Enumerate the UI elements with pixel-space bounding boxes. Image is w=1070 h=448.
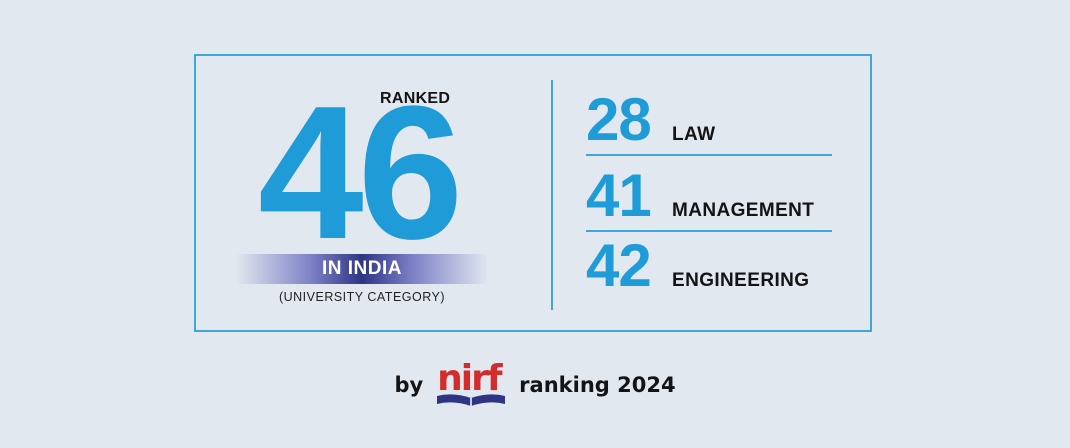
category-rank-label: MANAGEMENT: [672, 200, 815, 221]
ranking-panel: [194, 54, 872, 332]
footer-by-text: by: [394, 373, 424, 397]
category-label: (UNIVERSITY CATEGORY): [278, 290, 446, 304]
footer-credit: by nirf ranking 2024: [0, 358, 1070, 410]
row-divider: [586, 230, 832, 232]
vertical-divider: [551, 80, 553, 310]
category-rank-row: 41 MANAGEMENT: [586, 166, 832, 232]
open-book-icon: [437, 394, 506, 406]
region-banner: IN INDIA: [236, 254, 488, 284]
category-rank-label: LAW: [672, 124, 716, 145]
nirf-logo-text: nirf: [437, 358, 502, 399]
category-rank-row: 42 ENGINEERING: [586, 236, 832, 300]
row-divider: [586, 154, 832, 156]
category-rank-row: 28 LAW: [586, 90, 832, 156]
category-rank-number: 42: [586, 232, 652, 299]
region-label: IN INDIA: [322, 258, 402, 279]
ranked-label: RANKED: [380, 90, 451, 107]
overall-rank-number: 46: [258, 67, 463, 279]
category-rank-label: ENGINEERING: [672, 270, 810, 291]
nirf-logo: nirf: [435, 358, 507, 408]
category-rank-number: 41: [586, 162, 652, 229]
footer-ranking-year: ranking 2024: [519, 373, 676, 397]
category-rank-number: 28: [586, 86, 652, 153]
